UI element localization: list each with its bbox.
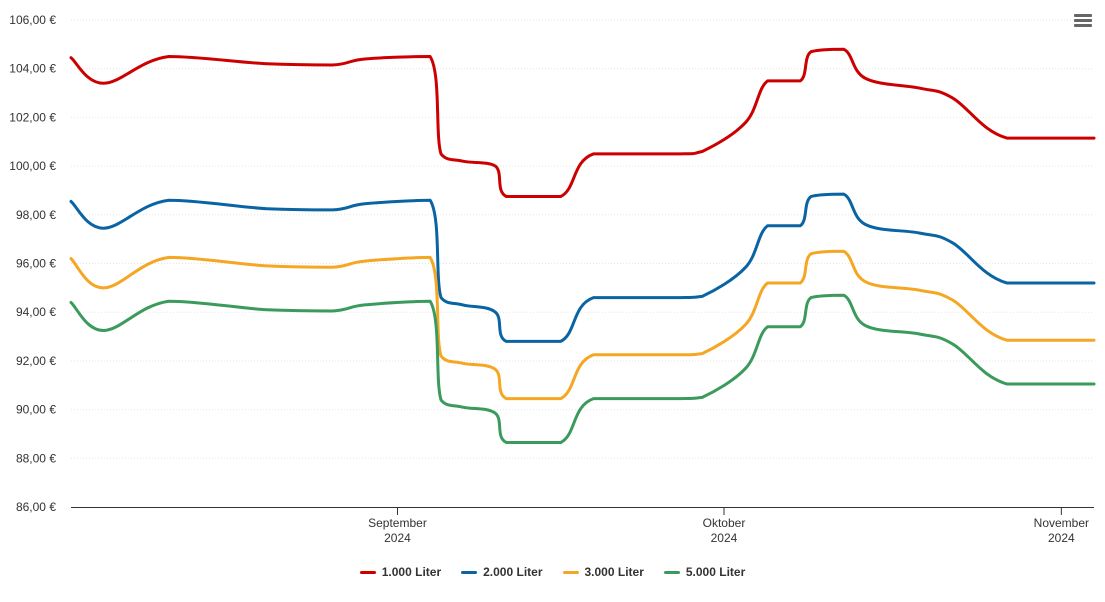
- x-tick-label: Oktober: [703, 516, 746, 530]
- y-tick-label: 102,00 €: [9, 110, 56, 124]
- series-line-1[interactable]: [69, 47, 1096, 198]
- menu-bar: [1074, 24, 1092, 27]
- y-tick-label: 100,00 €: [9, 159, 56, 173]
- legend-swatch: [461, 570, 478, 574]
- legend-item-3000[interactable]: 3.000 Liter: [562, 565, 644, 579]
- y-tick-label: 96,00 €: [16, 257, 56, 271]
- legend-item-2000[interactable]: 2.000 Liter: [461, 565, 543, 579]
- legend-swatch: [663, 570, 680, 574]
- legend-swatch: [562, 570, 579, 574]
- legend-label: 5.000 Liter: [685, 565, 746, 579]
- series-lines[interactable]: [69, 47, 1096, 444]
- x-tick-year-label: 2024: [384, 531, 411, 545]
- menu-bar: [1074, 14, 1092, 17]
- y-tick-label: 106,00 €: [9, 13, 56, 27]
- x-tick-year-label: 2024: [1048, 531, 1075, 545]
- series-line-3[interactable]: [69, 249, 1096, 401]
- legend-label: 1.000 Liter: [381, 565, 442, 579]
- x-tick-label: November: [1034, 516, 1089, 530]
- y-tick-label: 104,00 €: [9, 62, 56, 76]
- series-line-2[interactable]: [69, 192, 1096, 343]
- legend-item-1000[interactable]: 1.000 Liter: [359, 565, 442, 579]
- legend-label: 2.000 Liter: [483, 565, 543, 579]
- hamburger-menu-icon[interactable]: [1072, 12, 1094, 30]
- legend: 1.000 Liter 2.000 Liter 3.000 Liter 5.00…: [0, 562, 1105, 582]
- legend-item-5000[interactable]: 5.000 Liter: [663, 565, 746, 579]
- y-axis: 86,00 € 88,00 € 90,00 € 92,00 € 94,00 € 96,00…: [9, 13, 56, 514]
- y-tick-label: 98,00 €: [16, 208, 56, 222]
- grid-lines: [71, 19, 1094, 459]
- legend-swatch: [359, 570, 376, 574]
- legend-label: 3.000 Liter: [584, 565, 644, 579]
- menu-bar: [1074, 19, 1092, 22]
- y-tick-label: 92,00 €: [16, 354, 56, 368]
- series-line-4[interactable]: [69, 293, 1096, 444]
- x-tick-label: September: [368, 516, 427, 530]
- y-tick-label: 94,00 €: [16, 305, 56, 319]
- x-tick-year-label: 2024: [711, 531, 738, 545]
- y-tick-label: 88,00 €: [16, 451, 56, 465]
- y-tick-label: 90,00 €: [16, 403, 56, 417]
- y-tick-label: 86,00 €: [16, 500, 56, 514]
